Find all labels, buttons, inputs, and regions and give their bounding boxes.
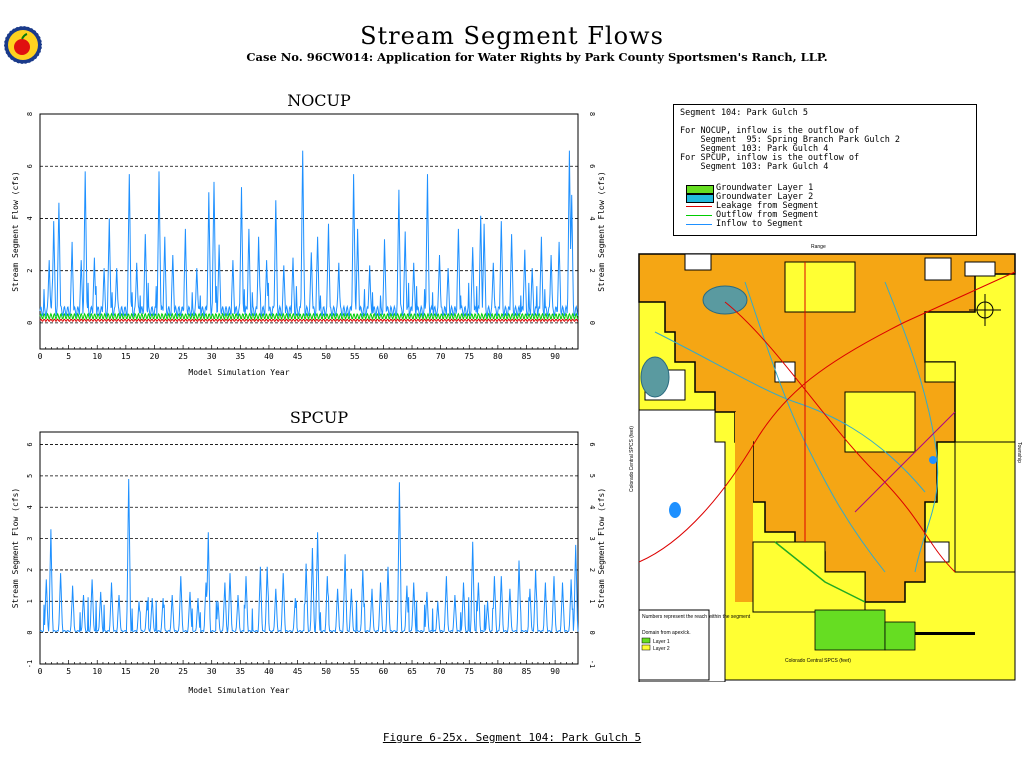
- x-tick-label: 30: [207, 352, 217, 361]
- x-tick-label: 10: [92, 667, 102, 676]
- logo-icon: [3, 25, 43, 65]
- x-tick-label: 80: [493, 352, 503, 361]
- x-tick-label: 65: [407, 352, 417, 361]
- y-tick-label-right: 6: [588, 164, 596, 168]
- x-tick-label: 55: [350, 352, 360, 361]
- x-tick-label: 90: [550, 667, 560, 676]
- x-tick-label: 45: [293, 352, 303, 361]
- y-tick-label-right: 0: [588, 321, 596, 325]
- y-axis-label-right: Stream Segment Flow (cfs): [597, 171, 606, 291]
- x-tick-label: 70: [436, 352, 446, 361]
- y-tick-label: 2: [26, 568, 34, 572]
- x-tick-label: 50: [321, 352, 331, 361]
- x-tick-label: 75: [464, 667, 474, 676]
- x-tick-label: 60: [379, 667, 389, 676]
- x-tick-label: 5: [66, 352, 71, 361]
- series-line-outflow-from-segment: [39, 312, 579, 321]
- y-tick-label-right: 1: [588, 599, 596, 603]
- legend-text-line: Segment 104: Park Gulch 5: [680, 108, 808, 118]
- map-left-label: Colorado Central SPCS (feet): [629, 426, 635, 492]
- x-tick-label: 50: [321, 667, 331, 676]
- x-tick-label: 30: [207, 667, 217, 676]
- page-subtitle: Case No. 96CW014: Application for Water …: [246, 50, 828, 64]
- x-tick-label: 40: [264, 667, 274, 676]
- map-info-text: Numbers represent the reach within the s…: [642, 614, 751, 620]
- y-tick-label-right: 2: [588, 269, 596, 273]
- legend-box: Segment 104: Park Gulch 5 For NOCUP, inf…: [673, 104, 977, 236]
- x-tick-label: 35: [235, 667, 245, 676]
- y-tick-label-right: 0: [588, 631, 596, 635]
- series-line-inflow-to-segment: [39, 478, 579, 633]
- x-tick-label: 65: [407, 667, 417, 676]
- map-info-text: Domain from apex/ck.: [642, 630, 691, 636]
- x-tick-label: 25: [178, 352, 188, 361]
- y-tick-label: 4: [26, 216, 34, 220]
- y-tick-label: 6: [26, 164, 34, 168]
- y-tick-label: 4: [26, 505, 34, 509]
- x-tick-label: 70: [436, 667, 446, 676]
- y-tick-label-right: 8: [588, 112, 596, 116]
- y-tick-label: 0: [26, 631, 34, 635]
- y-tick-label: 5: [26, 474, 34, 478]
- x-tick-label: 80: [493, 667, 503, 676]
- figure-caption: Figure 6-25x. Segment 104: Park Gulch 5: [382, 731, 642, 744]
- legend-text-line: Segment 103: Park Gulch 4: [680, 144, 829, 154]
- y-tick-label: 6: [26, 442, 34, 446]
- map-layer2-label: Layer 2: [653, 646, 670, 652]
- y-tick-label-right: 5: [588, 474, 596, 478]
- map-bottom-label: Colorado Central SPCS (feet): [785, 658, 851, 664]
- x-tick-label: 55: [350, 667, 360, 676]
- x-tick-label: 35: [235, 352, 245, 361]
- x-tick-label: 45: [293, 667, 303, 676]
- x-tick-label: 60: [379, 352, 389, 361]
- x-tick-label: 20: [150, 352, 160, 361]
- y-tick-label-right: 4: [588, 216, 596, 220]
- map-top-label: Range: [811, 244, 826, 250]
- x-tick-label: 25: [178, 667, 188, 676]
- y-tick-label-right: 6: [588, 442, 596, 446]
- legend-text-line: For NOCUP, inflow is the outflow of: [680, 126, 860, 136]
- x-tick-label: 40: [264, 352, 274, 361]
- segment-map: Numbers represent the reach within the s…: [629, 244, 1022, 682]
- x-tick-label: 0: [38, 352, 43, 361]
- legend-text-line: Segment 95: Spring Branch Park Gulch 2: [680, 135, 901, 145]
- y-tick-label-right: 3: [588, 536, 596, 540]
- legend-text-line: For SPCUP, inflow is the outflow of: [680, 153, 860, 163]
- map-right-label: Township: [1016, 442, 1022, 463]
- x-tick-label: 75: [464, 352, 474, 361]
- x-tick-label: 15: [121, 352, 131, 361]
- spcup-chart: SPCUP-1 -10 01 12 23 34 45 56 60 5 10 15 20 25 30 35 40 4…: [11, 408, 606, 695]
- x-tick-label: 85: [522, 667, 532, 676]
- y-tick-label: 2: [26, 269, 34, 273]
- y-tick-label-right: 4: [588, 505, 596, 509]
- y-tick-label: 8: [26, 112, 34, 116]
- y-tick-label: 0: [26, 321, 34, 325]
- legend-text-line: Segment 103: Park Gulch 4: [680, 162, 829, 172]
- y-tick-label: -1: [26, 660, 34, 668]
- x-tick-label: 90: [550, 352, 560, 361]
- x-tick-label: 85: [522, 352, 532, 361]
- chart-title: NOCUP: [287, 91, 351, 110]
- y-tick-label-right: -1: [588, 660, 596, 668]
- x-tick-label: 15: [121, 667, 131, 676]
- y-tick-label: 1: [26, 599, 34, 603]
- y-axis-label-right: Stream Segment Flow (cfs): [597, 488, 606, 608]
- x-tick-label: 20: [150, 667, 160, 676]
- y-tick-label-right: 2: [588, 568, 596, 572]
- page-title: Stream Segment Flows: [360, 22, 664, 50]
- y-tick-label: 3: [26, 536, 34, 540]
- x-tick-label: 10: [92, 352, 102, 361]
- x-tick-label: 5: [66, 667, 71, 676]
- x-axis-label: Model Simulation Year: [188, 686, 289, 695]
- x-axis-label: Model Simulation Year: [188, 368, 289, 377]
- series-line-inflow-to-segment: [39, 150, 579, 318]
- series-line-leakage-from-segment: [39, 318, 579, 323]
- map-layer1-label: Layer 1: [653, 639, 670, 645]
- y-axis-label: Stream Segment Flow (cfs): [11, 488, 20, 608]
- x-tick-label: 0: [38, 667, 43, 676]
- chart-title: SPCUP: [290, 408, 348, 427]
- y-axis-label: Stream Segment Flow (cfs): [11, 171, 20, 291]
